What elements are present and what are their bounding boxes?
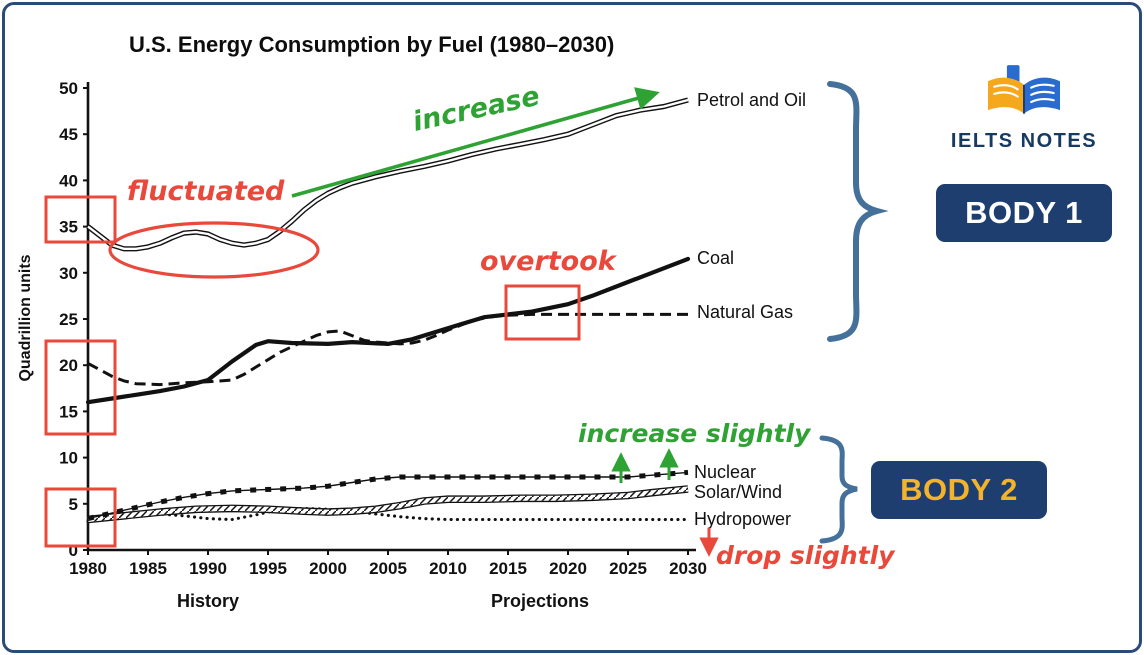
logo: IELTS NOTES <box>935 64 1113 153</box>
fluctuation-ellipse <box>108 221 320 279</box>
x-tick-label: 2015 <box>489 559 527 578</box>
series-label-natural-gas: Natural Gas <box>697 302 793 322</box>
axis-lines <box>86 82 696 552</box>
y-tick-label: 40 <box>59 171 78 190</box>
x-axis-history-label: History <box>177 591 239 611</box>
x-tick-label: 1985 <box>129 559 167 578</box>
x-axis-projections-label: Projections <box>491 591 589 611</box>
y-tick-label: 45 <box>59 125 78 144</box>
y-tick-label: 35 <box>59 218 78 237</box>
increase-arrow <box>291 87 660 198</box>
x-tick-label: 2025 <box>609 559 647 578</box>
body1-badge: BODY 1 <box>936 184 1112 242</box>
y-axis-label: Quadrillion units <box>17 254 34 381</box>
y-tick-label: 30 <box>59 264 78 283</box>
y-tick-label: 0 <box>69 541 78 560</box>
x-tick-label: 2010 <box>429 559 467 578</box>
x-tick-label: 2005 <box>369 559 407 578</box>
series-line-nuclear <box>87 469 689 522</box>
highlight-box-35 <box>44 195 117 244</box>
series-line-coal <box>85 256 691 405</box>
series-line-natural-gas <box>87 312 688 387</box>
y-tick-label: 15 <box>59 402 78 421</box>
x-tick-label: 2030 <box>669 559 707 578</box>
highlight-box-20-15 <box>44 339 117 436</box>
brace-body2 <box>819 435 858 544</box>
series-line-solar-wind <box>87 486 689 522</box>
x-tick-label: 1995 <box>249 559 287 578</box>
y-tick-label: 50 <box>59 79 78 98</box>
x-tick-label: 2000 <box>309 559 347 578</box>
body2-badge: BODY 2 <box>871 461 1047 519</box>
series-label-coal: Coal <box>697 248 734 268</box>
annotation-fluctuated: fluctuated <box>127 176 285 207</box>
series-line-petrol-and-oil-inner <box>87 98 689 250</box>
annotation-overtook: overtook <box>480 246 618 277</box>
x-tick-label: 1990 <box>189 559 227 578</box>
annotation-drop-slightly: drop slightly <box>716 541 896 570</box>
y-tick-label: 20 <box>59 356 78 375</box>
open-book-icon <box>988 65 1060 114</box>
y-tick-label: 25 <box>59 310 78 329</box>
series-label-petrol-and-oil: Petrol and Oil <box>697 90 806 110</box>
series-label-nuclear: Nuclear <box>694 462 756 482</box>
y-tick-label: 10 <box>59 449 78 468</box>
x-tick-label: 1980 <box>69 559 107 578</box>
series-label-solar-wind: Solar/Wind <box>694 482 782 502</box>
annotation-increase-slightly: increase slightly <box>578 419 812 448</box>
series-group <box>85 97 691 524</box>
brace-body1 <box>827 81 889 342</box>
chart-title: U.S. Energy Consumption by Fuel (1980–20… <box>129 32 614 57</box>
highlight-box-5 <box>44 487 117 548</box>
y-tick-label: 5 <box>69 495 78 514</box>
overtook-box <box>504 284 581 341</box>
brand-text: IELTS NOTES <box>950 130 1098 152</box>
series-label-hydropower: Hydropower <box>694 509 791 529</box>
x-tick-label: 2020 <box>549 559 587 578</box>
